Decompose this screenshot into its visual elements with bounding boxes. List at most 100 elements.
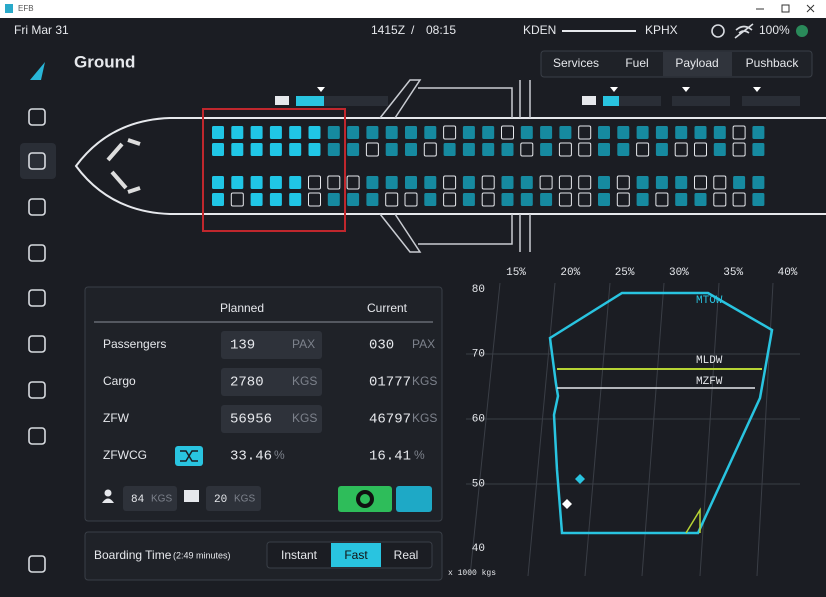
seat[interactable] (617, 193, 629, 206)
seat[interactable] (559, 176, 571, 189)
seat[interactable] (733, 126, 745, 139)
tab[interactable]: Pushback (746, 56, 800, 70)
seat[interactable] (251, 143, 263, 156)
seat[interactable] (714, 126, 726, 139)
seat[interactable] (328, 126, 340, 139)
seat[interactable] (675, 176, 687, 189)
seat[interactable] (347, 176, 359, 189)
seat[interactable] (444, 176, 456, 189)
seat[interactable] (231, 126, 243, 139)
seat[interactable] (637, 143, 649, 156)
seat[interactable] (714, 193, 726, 206)
seat[interactable] (502, 143, 514, 156)
seat[interactable] (502, 176, 514, 189)
seat[interactable] (231, 176, 243, 189)
seat[interactable] (540, 143, 552, 156)
seat[interactable] (482, 143, 494, 156)
seat[interactable] (309, 193, 321, 206)
seat[interactable] (386, 193, 398, 206)
seat[interactable] (617, 126, 629, 139)
seat[interactable] (289, 193, 301, 206)
seat[interactable] (289, 176, 301, 189)
seat[interactable] (347, 193, 359, 206)
seat[interactable] (579, 143, 591, 156)
seat[interactable] (598, 176, 610, 189)
seat[interactable] (502, 126, 514, 139)
tab[interactable]: Payload (675, 56, 718, 70)
seat[interactable] (559, 126, 571, 139)
seat[interactable] (675, 193, 687, 206)
seat[interactable] (328, 176, 340, 189)
seat[interactable] (405, 126, 417, 139)
seat[interactable] (617, 176, 629, 189)
seat[interactable] (656, 193, 668, 206)
seat[interactable] (289, 143, 301, 156)
start-boarding[interactable] (338, 486, 392, 512)
seat[interactable] (521, 193, 533, 206)
seat[interactable] (366, 143, 378, 156)
seat[interactable] (463, 193, 475, 206)
seat[interactable] (251, 193, 263, 206)
seat[interactable] (231, 143, 243, 156)
seat[interactable] (559, 143, 571, 156)
seat[interactable] (424, 193, 436, 206)
tab[interactable]: Services (553, 56, 599, 70)
seat[interactable] (424, 126, 436, 139)
seat[interactable] (386, 176, 398, 189)
seat[interactable] (309, 126, 321, 139)
seat[interactable] (752, 176, 764, 189)
seat[interactable] (521, 176, 533, 189)
seat[interactable] (212, 193, 224, 206)
seat[interactable] (270, 143, 282, 156)
seat[interactable] (482, 193, 494, 206)
seat[interactable] (540, 126, 552, 139)
seat[interactable] (714, 176, 726, 189)
seat[interactable] (328, 193, 340, 206)
seat[interactable] (482, 176, 494, 189)
seat[interactable] (386, 143, 398, 156)
seat[interactable] (695, 176, 707, 189)
seat[interactable] (366, 193, 378, 206)
seat[interactable] (444, 126, 456, 139)
seat[interactable] (366, 126, 378, 139)
seat[interactable] (598, 193, 610, 206)
seat[interactable] (637, 193, 649, 206)
seat[interactable] (270, 193, 282, 206)
seat[interactable] (482, 126, 494, 139)
seat[interactable] (328, 143, 340, 156)
seat[interactable] (637, 176, 649, 189)
seat[interactable] (540, 193, 552, 206)
seat[interactable] (752, 126, 764, 139)
seat[interactable] (444, 193, 456, 206)
seat[interactable] (714, 143, 726, 156)
seat[interactable] (251, 176, 263, 189)
seat[interactable] (270, 176, 282, 189)
boarding-option[interactable]: Instant (281, 548, 318, 562)
seat[interactable] (405, 176, 417, 189)
seat[interactable] (212, 143, 224, 156)
seat[interactable] (752, 143, 764, 156)
seat[interactable] (656, 176, 668, 189)
seat[interactable] (231, 193, 243, 206)
seat[interactable] (733, 176, 745, 189)
seat[interactable] (309, 176, 321, 189)
seat[interactable] (656, 126, 668, 139)
seat[interactable] (675, 143, 687, 156)
seat[interactable] (289, 126, 301, 139)
seat[interactable] (405, 143, 417, 156)
seat[interactable] (579, 176, 591, 189)
seat[interactable] (598, 126, 610, 139)
seat[interactable] (212, 176, 224, 189)
seat[interactable] (424, 143, 436, 156)
seat[interactable] (347, 143, 359, 156)
seat[interactable] (579, 126, 591, 139)
boarding-option[interactable]: Fast (344, 548, 368, 562)
seat[interactable] (695, 126, 707, 139)
seat[interactable] (212, 126, 224, 139)
seat[interactable] (463, 126, 475, 139)
seat[interactable] (675, 126, 687, 139)
seat[interactable] (733, 193, 745, 206)
seat[interactable] (617, 143, 629, 156)
boarding-option[interactable]: Real (394, 548, 419, 562)
tab[interactable]: Fuel (625, 56, 648, 70)
